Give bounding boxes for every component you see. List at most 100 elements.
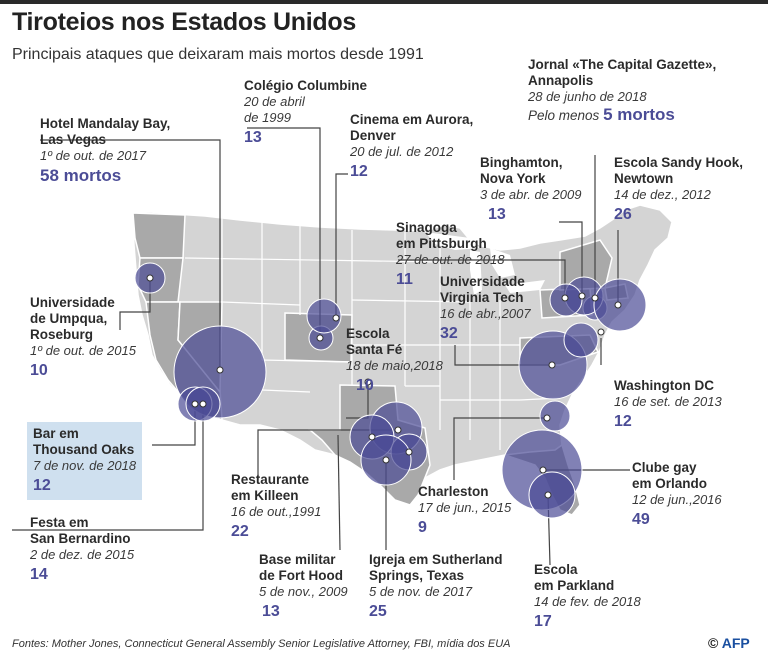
label-name: Roseburg — [30, 327, 94, 342]
label-date: 16 de abr.,2007 — [440, 306, 531, 321]
incident-markers — [134, 262, 647, 519]
label-date: 7 de nov. de 2018 — [33, 458, 137, 473]
label-name: Bar em — [33, 426, 79, 441]
label-parkland: Escola em Parkland 14 de fev. de 2018 17 — [534, 562, 641, 632]
label-count: 58 mortos — [40, 166, 122, 185]
label-charleston: Charleston 17 de jun., 2015 9 — [418, 484, 511, 538]
label-name: em Parkland — [534, 578, 615, 593]
source-note: Fontes: Mother Jones, Connecticut Genera… — [12, 638, 511, 650]
label-name: Universidade — [440, 274, 525, 289]
label-count: 9 — [418, 519, 427, 536]
label-date: 16 de set. de 2013 — [614, 394, 722, 409]
label-count: 12 — [33, 477, 51, 494]
label-binghamton: Binghamton, Nova York 3 de abr. de 2009 … — [480, 155, 581, 225]
label-name: Colégio Columbine — [244, 78, 367, 93]
label-date: 1º de out. de 2017 — [40, 148, 146, 163]
label-date: 27 de out. de 2018 — [396, 252, 505, 267]
label-name: Cinema em Aurora, — [350, 112, 474, 127]
label-name: San Bernardino — [30, 531, 131, 546]
label-count: 12 — [614, 413, 632, 430]
label-sanbernardino: Festa em San Bernardino 2 de dez. de 201… — [30, 515, 134, 585]
label-name: de Umpqua, — [30, 311, 108, 326]
label-sandyhook: Escola Sandy Hook, Newtown 14 de dez., 2… — [614, 155, 743, 225]
label-killeen: Restaurante em Killeen 16 de out.,1991 2… — [231, 472, 321, 542]
copyright-symbol: © — [708, 635, 719, 651]
label-name: Thousand Oaks — [33, 442, 135, 457]
afp-credit: © AFP — [708, 635, 750, 651]
label-name: Santa Fé — [346, 342, 403, 357]
label-sutherland: Igreja em Sutherland Springs, Texas 5 de… — [369, 552, 503, 622]
marker-dc — [563, 322, 599, 358]
label-date: 14 de fev. de 2018 — [534, 594, 641, 609]
label-count: 11 — [396, 271, 413, 288]
label-count: 13 — [262, 603, 280, 620]
map-subtitle: Principais ataques que deixaram mais mor… — [12, 46, 424, 63]
afp-logo: AFP — [721, 635, 750, 651]
label-name: Springs, Texas — [369, 568, 465, 583]
label-name: Universidade — [30, 295, 115, 310]
label-count: 25 — [369, 603, 387, 620]
label-name: Sinagoga — [396, 220, 457, 235]
label-mandalay: Hotel Mandalay Bay, Las Vegas 1º de out.… — [40, 116, 170, 186]
label-name: Igreja em Sutherland — [369, 552, 503, 567]
label-umpqua: Universidade de Umpqua, Roseburg 1º de o… — [30, 295, 136, 381]
label-name: Charleston — [418, 484, 489, 499]
label-name: Escola — [534, 562, 578, 577]
lake-superior — [425, 232, 480, 250]
label-name: de Fort Hood — [259, 568, 343, 583]
label-name: Jornal «The Capital Gazette», — [528, 57, 717, 72]
label-name: Las Vegas — [40, 132, 107, 147]
label-date: 1º de out. de 2015 — [30, 343, 136, 358]
label-name: Denver — [350, 128, 396, 143]
label-date: 17 de jun., 2015 — [418, 500, 512, 515]
label-name: Washington DC — [614, 378, 714, 393]
label-name: Nova York — [480, 171, 546, 186]
label-count: 13 — [488, 206, 506, 223]
label-count: 17 — [534, 613, 552, 630]
label-date: 12 de jun.,2016 — [632, 492, 722, 507]
label-date: 18 de maio,2018 — [346, 358, 443, 373]
label-name: Escola Sandy Hook, — [614, 155, 744, 170]
label-count: 10 — [30, 362, 48, 379]
label-name: Restaurante — [231, 472, 310, 487]
label-santafe: Escola Santa Fé 18 de maio,2018 10 — [346, 326, 443, 396]
marker-aurora — [306, 298, 342, 334]
label-date: 5 de nov. de 2017 — [369, 584, 473, 599]
lake-michigan — [470, 250, 482, 295]
lake-erie — [505, 280, 545, 293]
label-date: 2 de dez. de 2015 — [30, 547, 135, 562]
label-date: 3 de abr. de 2009 — [480, 187, 582, 202]
label-count: 22 — [231, 523, 249, 540]
marker-dots — [146, 274, 622, 499]
label-name: Annapolis — [528, 73, 594, 88]
label-name: Binghamton, — [480, 155, 563, 170]
label-columbine: Colégio Columbine 20 de abril de 1999 13 — [244, 78, 367, 148]
label-date: de 1999 — [244, 110, 291, 125]
label-date: 5 de nov., 2009 — [259, 584, 348, 599]
state-borders — [184, 215, 561, 450]
label-name: Newtown — [614, 171, 674, 186]
label-pittsburgh: Sinagoga em Pittsburgh 27 de out. de 201… — [396, 220, 504, 290]
marker-parkland — [528, 471, 576, 519]
label-vtech: Universidade Virginia Tech 16 de abr.,20… — [440, 274, 531, 344]
label-name: Festa em — [30, 515, 89, 530]
label-forthood: Base militar de Fort Hood 5 de nov., 200… — [259, 552, 348, 622]
label-count: 12 — [350, 163, 368, 180]
label-count: 13 — [244, 129, 262, 146]
label-date: 20 de abril — [244, 94, 305, 109]
label-date: 16 de out.,1991 — [231, 504, 322, 519]
state-newyork — [559, 239, 613, 291]
label-count: 26 — [614, 206, 632, 223]
label-name: Virginia Tech — [440, 290, 524, 305]
state-washington — [132, 212, 186, 259]
label-gazette: Jornal «The Capital Gazette», Annapolis … — [528, 57, 716, 125]
label-name: em Orlando — [632, 476, 708, 491]
label-date: 14 de dez., 2012 — [614, 187, 711, 202]
label-name: Base militar — [259, 552, 336, 567]
top-rule — [0, 0, 768, 4]
label-name: em Pittsburgh — [396, 236, 487, 251]
label-date: 20 de jul. de 2012 — [350, 144, 454, 159]
label-name: em Killeen — [231, 488, 299, 503]
label-prefix: Pelo menos — [528, 108, 600, 123]
